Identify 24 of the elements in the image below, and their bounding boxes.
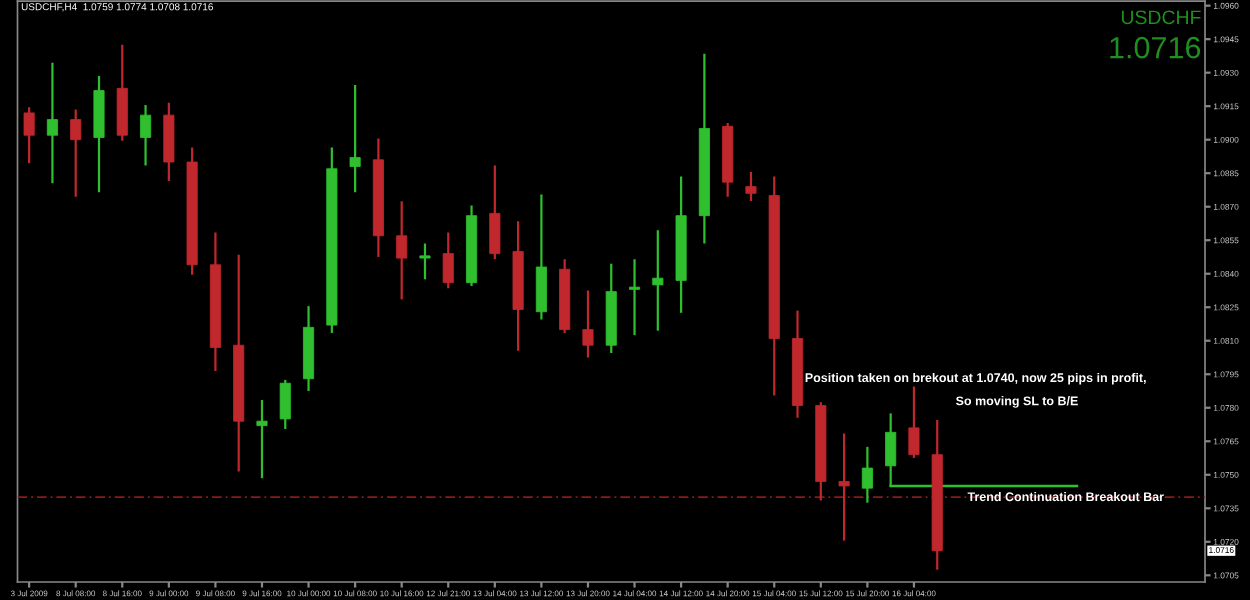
candlestick	[93, 76, 105, 193]
candlestick	[908, 386, 920, 459]
candlestick	[70, 109, 82, 197]
annotation: USDCHF	[1121, 10, 1201, 25]
candlestick	[861, 446, 873, 503]
candlestick	[582, 290, 594, 358]
candlestick	[535, 194, 547, 320]
candlestick	[256, 399, 268, 479]
candlestick	[163, 102, 175, 182]
candlestick	[23, 107, 35, 164]
candlestick	[279, 379, 291, 429]
candlestick	[838, 433, 850, 541]
candlestick	[349, 84, 361, 193]
candlestick	[652, 230, 664, 331]
annotation: 1.0716	[1110, 36, 1201, 59]
candlestick	[745, 172, 757, 202]
candlestick	[46, 62, 58, 184]
candlestick	[116, 44, 128, 141]
candlestick	[628, 259, 641, 336]
candlestick	[396, 201, 408, 300]
candlestick	[140, 105, 152, 166]
candlestick	[442, 232, 454, 289]
candlestick	[419, 243, 431, 280]
candlestick	[489, 165, 501, 260]
